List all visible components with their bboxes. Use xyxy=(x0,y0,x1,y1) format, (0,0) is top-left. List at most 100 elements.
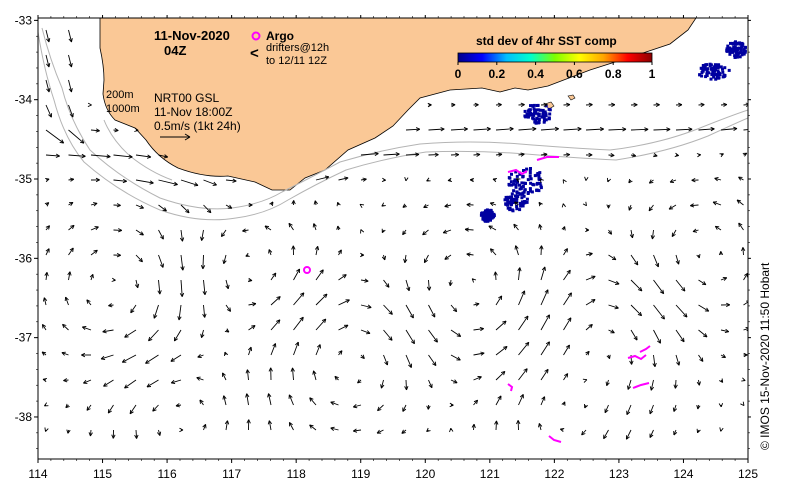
current-arrow-head xyxy=(264,225,270,230)
current-arrow-head xyxy=(321,318,327,324)
current-arrow xyxy=(518,342,530,356)
current-arrow-head xyxy=(714,177,719,182)
current-arrow-head xyxy=(404,176,409,182)
current-arrow-head xyxy=(177,316,182,321)
current-arrow xyxy=(495,395,502,406)
sst-pixel xyxy=(532,113,536,117)
current-arrow-head xyxy=(173,181,178,186)
current-arrow xyxy=(518,290,526,306)
sst-pixel xyxy=(528,110,532,114)
current-arrow-head xyxy=(111,277,116,282)
current-arrow-head xyxy=(471,423,476,429)
current-arrow xyxy=(495,346,508,356)
current-arrow-head xyxy=(291,200,296,205)
current-arrow-head xyxy=(48,113,53,118)
current-arrow-head xyxy=(61,351,66,356)
current-arrow xyxy=(135,429,138,439)
sst-pixel xyxy=(714,77,718,81)
drifter-legend-period: to 12/11 12Z xyxy=(266,55,327,67)
colorbar-tick-label: 0.6 xyxy=(566,67,583,81)
sst-pixel xyxy=(716,65,720,69)
current-arrow-head xyxy=(359,203,365,209)
current-arrow xyxy=(203,279,206,295)
sst-pixel xyxy=(701,64,705,67)
current-arrow-head xyxy=(471,278,477,283)
current-arrow-head xyxy=(433,338,438,343)
current-arrow-head xyxy=(736,199,742,204)
current-arrow-head xyxy=(426,405,431,410)
current-arrow-head xyxy=(622,127,627,132)
current-arrow xyxy=(145,354,159,364)
current-arrow xyxy=(152,404,159,412)
sst-pixel xyxy=(712,65,716,69)
current-arrow xyxy=(428,279,430,291)
current-arrow xyxy=(45,154,60,157)
current-arrow xyxy=(180,204,190,214)
argo-float-icon xyxy=(251,31,261,41)
current-arrow-head xyxy=(453,379,458,384)
current-arrow-head xyxy=(116,203,121,208)
current-arrow-head xyxy=(93,249,98,254)
current-arrow-head xyxy=(475,302,480,307)
sst-pixel xyxy=(701,69,705,73)
current-arrow xyxy=(563,154,570,156)
sst-pixel xyxy=(489,209,493,213)
lon-tick-label: 118 xyxy=(287,467,306,481)
current-arrow-head xyxy=(401,429,406,434)
current-arrow-head xyxy=(585,227,590,233)
sst-pixel xyxy=(736,47,740,51)
sst-pixel xyxy=(734,42,738,46)
current-arrow-head xyxy=(498,152,503,157)
sst-pixel xyxy=(510,172,513,176)
current-arrow-head xyxy=(451,102,456,108)
current-arrow xyxy=(653,279,665,294)
current-arrow-head xyxy=(86,299,91,304)
current-arrow xyxy=(180,279,183,297)
sst-pixel xyxy=(532,117,536,121)
sst-pixel xyxy=(711,69,715,73)
sst-pixel xyxy=(515,204,519,208)
sst-pixel xyxy=(532,103,536,107)
current-arrow xyxy=(698,279,707,286)
current-arrow-head xyxy=(224,351,229,357)
sst-pixel xyxy=(542,116,546,120)
current-arrow xyxy=(288,222,294,231)
sst-pixel xyxy=(703,64,707,68)
sst-pixel xyxy=(522,181,526,185)
current-arrow-head xyxy=(374,151,379,156)
current-arrow xyxy=(124,379,137,389)
current-arrow-head xyxy=(513,223,518,229)
current-arrow xyxy=(736,199,744,206)
contour-1000m xyxy=(38,31,748,221)
current-arrow-head xyxy=(719,427,724,432)
current-arrow xyxy=(309,397,317,406)
current-arrow-head xyxy=(353,404,358,409)
current-arrow-head xyxy=(202,290,207,296)
current-arrow xyxy=(289,422,294,431)
current-arrow-head xyxy=(337,249,342,254)
sst-pixel xyxy=(530,190,534,194)
current-arrow-head xyxy=(157,290,162,295)
sst-pixel xyxy=(703,67,707,71)
current-arrow-head xyxy=(338,350,343,355)
sst-pixel xyxy=(529,177,533,181)
current-arrow-head xyxy=(701,281,707,286)
sst-pixel xyxy=(537,121,541,124)
sst-pixel xyxy=(740,43,744,47)
current-arrow xyxy=(315,176,330,181)
sst-pixel xyxy=(529,167,532,170)
current-arrow-head xyxy=(426,427,431,433)
sst-pixel xyxy=(528,168,532,172)
current-arrow-head xyxy=(180,266,185,271)
sst-pixel xyxy=(728,50,732,54)
sst-pixel xyxy=(481,214,485,218)
sst-pixel xyxy=(509,195,513,199)
sst-pixel xyxy=(520,181,524,185)
sst-pixel xyxy=(738,46,741,50)
current-arrow xyxy=(714,177,722,181)
current-arrow xyxy=(353,429,362,432)
current-arrow-head xyxy=(45,177,50,183)
sst-pixel xyxy=(537,174,541,178)
current-arrow-head xyxy=(562,179,567,184)
sst-pixel xyxy=(529,104,532,108)
